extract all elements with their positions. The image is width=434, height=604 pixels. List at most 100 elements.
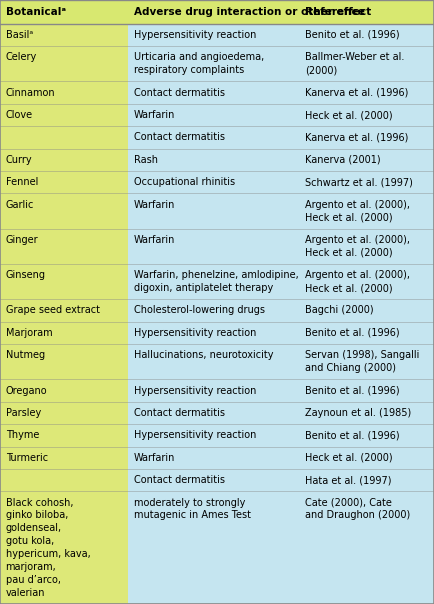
Text: Cate (2000), Cate: Cate (2000), Cate (305, 498, 392, 507)
Text: Heck et al. (2000): Heck et al. (2000) (305, 248, 393, 258)
Text: Hata et al. (1997): Hata et al. (1997) (305, 475, 391, 485)
Text: Ginseng: Ginseng (6, 270, 46, 280)
Text: Contact dermatitis: Contact dermatitis (134, 408, 224, 418)
Text: Hypersensitivity reaction: Hypersensitivity reaction (134, 385, 256, 396)
Text: Schwartz et al. (1997): Schwartz et al. (1997) (305, 177, 413, 187)
Text: Heck et al. (2000): Heck et al. (2000) (305, 453, 393, 463)
Text: Hypersensitivity reaction: Hypersensitivity reaction (134, 30, 256, 40)
Text: Kanerva et al. (1996): Kanerva et al. (1996) (305, 88, 408, 98)
Text: Ballmer-Weber et al.: Ballmer-Weber et al. (305, 53, 404, 62)
Bar (0, 322, 128, 344)
Bar (0, 193, 128, 229)
Bar (0, 229, 128, 264)
Bar (128, 446, 434, 469)
Text: Botanicalᵃ: Botanicalᵃ (6, 7, 66, 17)
Bar (128, 126, 434, 149)
Bar (128, 469, 434, 491)
Text: Warfarin: Warfarin (134, 110, 175, 120)
Text: Argento et al. (2000),: Argento et al. (2000), (305, 199, 410, 210)
Text: Hypersensitivity reaction: Hypersensitivity reaction (134, 431, 256, 440)
Text: Adverse drug interaction or other effect: Adverse drug interaction or other effect (134, 7, 371, 17)
Bar (0, 126, 128, 149)
Text: digoxin, antiplatelet therapy: digoxin, antiplatelet therapy (134, 283, 273, 293)
Text: Warfarin: Warfarin (134, 199, 175, 210)
Text: Garlic: Garlic (6, 199, 34, 210)
Text: Benito et al. (1996): Benito et al. (1996) (305, 30, 400, 40)
Text: moderately to strongly: moderately to strongly (134, 498, 245, 507)
Text: marjoram,: marjoram, (6, 562, 56, 572)
Text: Warfarin, phenelzine, amlodipine,: Warfarin, phenelzine, amlodipine, (134, 270, 298, 280)
Bar (128, 491, 434, 604)
Text: Grape seed extract: Grape seed extract (6, 306, 99, 315)
Text: Argento et al. (2000),: Argento et al. (2000), (305, 270, 410, 280)
Bar (0, 46, 128, 82)
Bar (0, 104, 128, 126)
Bar (128, 193, 434, 229)
Bar (128, 300, 434, 322)
Bar (128, 264, 434, 300)
Text: Argento et al. (2000),: Argento et al. (2000), (305, 235, 410, 245)
Text: Oregano: Oregano (6, 385, 47, 396)
Bar (0, 171, 128, 193)
Text: Rash: Rash (134, 155, 158, 165)
Bar (0, 491, 128, 604)
Bar (128, 171, 434, 193)
Bar (0, 82, 128, 104)
Bar (128, 149, 434, 171)
Bar (0, 344, 128, 379)
Bar (128, 24, 434, 46)
Bar (128, 46, 434, 82)
Text: and Draughon (2000): and Draughon (2000) (305, 510, 410, 521)
Text: Servan (1998), Sangalli: Servan (1998), Sangalli (305, 350, 419, 360)
Text: Kanerva et al. (1996): Kanerva et al. (1996) (305, 132, 408, 143)
Bar (128, 229, 434, 264)
Text: Heck et al. (2000): Heck et al. (2000) (305, 110, 393, 120)
Text: Benito et al. (1996): Benito et al. (1996) (305, 385, 400, 396)
Text: Nutmeg: Nutmeg (6, 350, 45, 360)
Bar (0, 379, 128, 402)
Text: Ginger: Ginger (6, 235, 38, 245)
Text: and Chiang (2000): and Chiang (2000) (305, 363, 396, 373)
Text: pau d’arco,: pau d’arco, (6, 575, 61, 585)
Text: Benito et al. (1996): Benito et al. (1996) (305, 328, 400, 338)
Text: Occupational rhinitis: Occupational rhinitis (134, 177, 235, 187)
Text: Marjoram: Marjoram (6, 328, 52, 338)
Text: Cholesterol-lowering drugs: Cholesterol-lowering drugs (134, 306, 265, 315)
Bar (0, 264, 128, 300)
Bar (128, 104, 434, 126)
Bar (0, 424, 128, 446)
Text: (2000): (2000) (305, 65, 337, 76)
Text: gotu kola,: gotu kola, (6, 536, 54, 546)
Text: valerian: valerian (6, 588, 45, 598)
Text: Hallucinations, neurotoxicity: Hallucinations, neurotoxicity (134, 350, 273, 360)
Text: Basilᵃ: Basilᵃ (6, 30, 33, 40)
Text: Warfarin: Warfarin (134, 453, 175, 463)
Text: Contact dermatitis: Contact dermatitis (134, 475, 224, 485)
Bar (0, 0, 434, 24)
Text: Parsley: Parsley (6, 408, 41, 418)
Bar (0, 24, 128, 46)
Text: Thyme: Thyme (6, 431, 39, 440)
Bar (128, 424, 434, 446)
Text: Turmeric: Turmeric (6, 453, 48, 463)
Text: mutagenic in Ames Test: mutagenic in Ames Test (134, 510, 250, 521)
Bar (0, 149, 128, 171)
Text: Contact dermatitis: Contact dermatitis (134, 132, 224, 143)
Bar (0, 300, 128, 322)
Text: Kanerva (2001): Kanerva (2001) (305, 155, 381, 165)
Text: Clove: Clove (6, 110, 33, 120)
Text: Heck et al. (2000): Heck et al. (2000) (305, 283, 393, 293)
Text: Curry: Curry (6, 155, 32, 165)
Bar (128, 82, 434, 104)
Text: hypericum, kava,: hypericum, kava, (6, 549, 90, 559)
Text: Urticaria and angioedema,: Urticaria and angioedema, (134, 53, 264, 62)
Text: Zaynoun et al. (1985): Zaynoun et al. (1985) (305, 408, 411, 418)
Text: Cinnamon: Cinnamon (6, 88, 55, 98)
Text: goldenseal,: goldenseal, (6, 523, 62, 533)
Bar (128, 402, 434, 424)
Text: Contact dermatitis: Contact dermatitis (134, 88, 224, 98)
Text: Benito et al. (1996): Benito et al. (1996) (305, 431, 400, 440)
Bar (128, 344, 434, 379)
Text: Hypersensitivity reaction: Hypersensitivity reaction (134, 328, 256, 338)
Bar (0, 402, 128, 424)
